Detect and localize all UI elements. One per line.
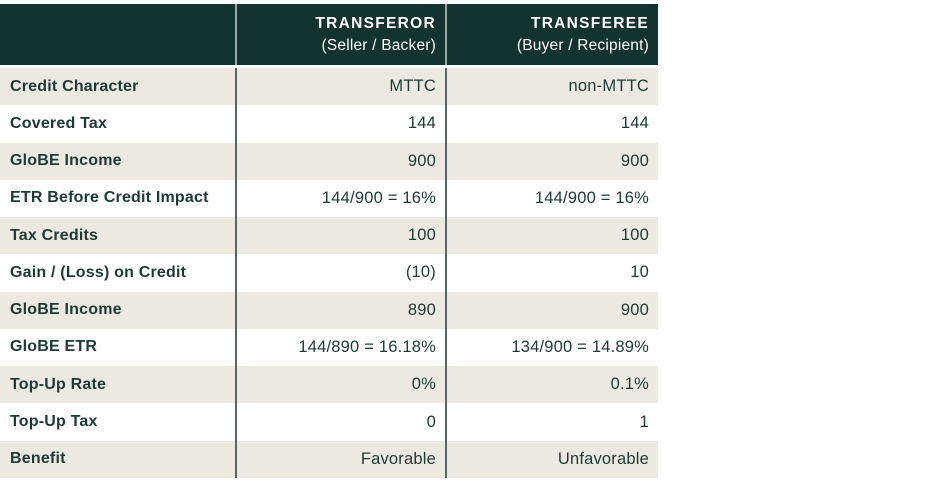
transferor-value: 144	[235, 105, 445, 143]
header-empty-cell	[0, 4, 235, 65]
row-label: GloBE Income	[10, 152, 122, 170]
row-label: GloBE Income	[10, 301, 122, 319]
transferor-value: 100	[235, 217, 445, 255]
table-body: Credit Character MTTC non-MTTC Covered T…	[0, 68, 658, 478]
transferee-value: 1	[445, 403, 658, 441]
table-row-etr-before-credit: ETR Before Credit Impact 144/900 = 16% 1…	[0, 179, 658, 218]
comparison-table: TRANSFEROR (Seller / Backer) TRANSFEREE …	[0, 4, 658, 478]
transferor-value: 0	[235, 403, 445, 441]
row-label: GloBE ETR	[10, 338, 98, 356]
transferor-value: 144/900 = 16%	[235, 179, 445, 218]
row-label: Gain / (Loss) on Credit	[10, 263, 187, 281]
transferee-value: 900	[445, 142, 658, 180]
transferor-value: 890	[235, 291, 445, 329]
transferor-value: Favorable	[235, 440, 445, 478]
table-row-tax-credits: Tax Credits 100 100	[0, 217, 658, 255]
row-label: Tax Credits	[10, 226, 99, 244]
table-row-covered-tax: Covered Tax 144 144	[0, 105, 658, 143]
transferee-subtitle: (Buyer / Recipient)	[516, 36, 649, 54]
transferee-value: 134/900 = 14.89%	[445, 328, 658, 367]
row-label: Credit Character	[10, 77, 139, 95]
table-row-globe-etr: GloBE ETR 144/890 = 16.18% 134/900 = 14.…	[0, 328, 658, 367]
table-row-credit-character: Credit Character MTTC non-MTTC	[0, 68, 658, 106]
table-row-benefit: Benefit Favorable Unfavorable	[0, 440, 658, 478]
header-transferee-cell: TRANSFEREE (Buyer / Recipient)	[445, 4, 658, 65]
transferee-value: 10	[445, 254, 658, 292]
table-row-gain-loss-credit: Gain / (Loss) on Credit (10) 10	[0, 254, 658, 292]
transferor-title: TRANSFEROR	[315, 14, 436, 32]
row-label: ETR Before Credit Impact	[10, 189, 209, 207]
transferee-value: Unfavorable	[445, 440, 658, 478]
transferor-value: 900	[235, 142, 445, 180]
transferee-value: non-MTTC	[445, 68, 658, 106]
transferee-value: 100	[445, 217, 658, 255]
row-label: Benefit	[10, 450, 66, 468]
transferee-value: 144/900 = 16%	[445, 179, 658, 218]
header-transferor-cell: TRANSFEROR (Seller / Backer)	[235, 4, 445, 65]
transferee-value: 0.1%	[445, 366, 658, 404]
row-label: Top-Up Tax	[10, 413, 98, 431]
table-row-top-up-tax: Top-Up Tax 0 1	[0, 403, 658, 441]
transferor-subtitle: (Seller / Backer)	[321, 36, 436, 54]
table-row-globe-income-1: GloBE Income 900 900	[0, 142, 658, 180]
transferor-value: 0%	[235, 366, 445, 404]
transferee-value: 144	[445, 105, 658, 143]
row-label: Covered Tax	[10, 114, 108, 132]
table-row-globe-income-2: GloBE Income 890 900	[0, 291, 658, 329]
table-header-row: TRANSFEROR (Seller / Backer) TRANSFEREE …	[0, 4, 658, 65]
transferee-title: TRANSFEREE	[530, 14, 649, 32]
row-label: Top-Up Rate	[10, 375, 107, 393]
table-row-top-up-rate: Top-Up Rate 0% 0.1%	[0, 366, 658, 404]
transferee-value: 900	[445, 291, 658, 329]
transferor-value: MTTC	[235, 68, 445, 106]
transferor-value: 144/890 = 16.18%	[235, 328, 445, 367]
transferor-value: (10)	[235, 254, 445, 292]
